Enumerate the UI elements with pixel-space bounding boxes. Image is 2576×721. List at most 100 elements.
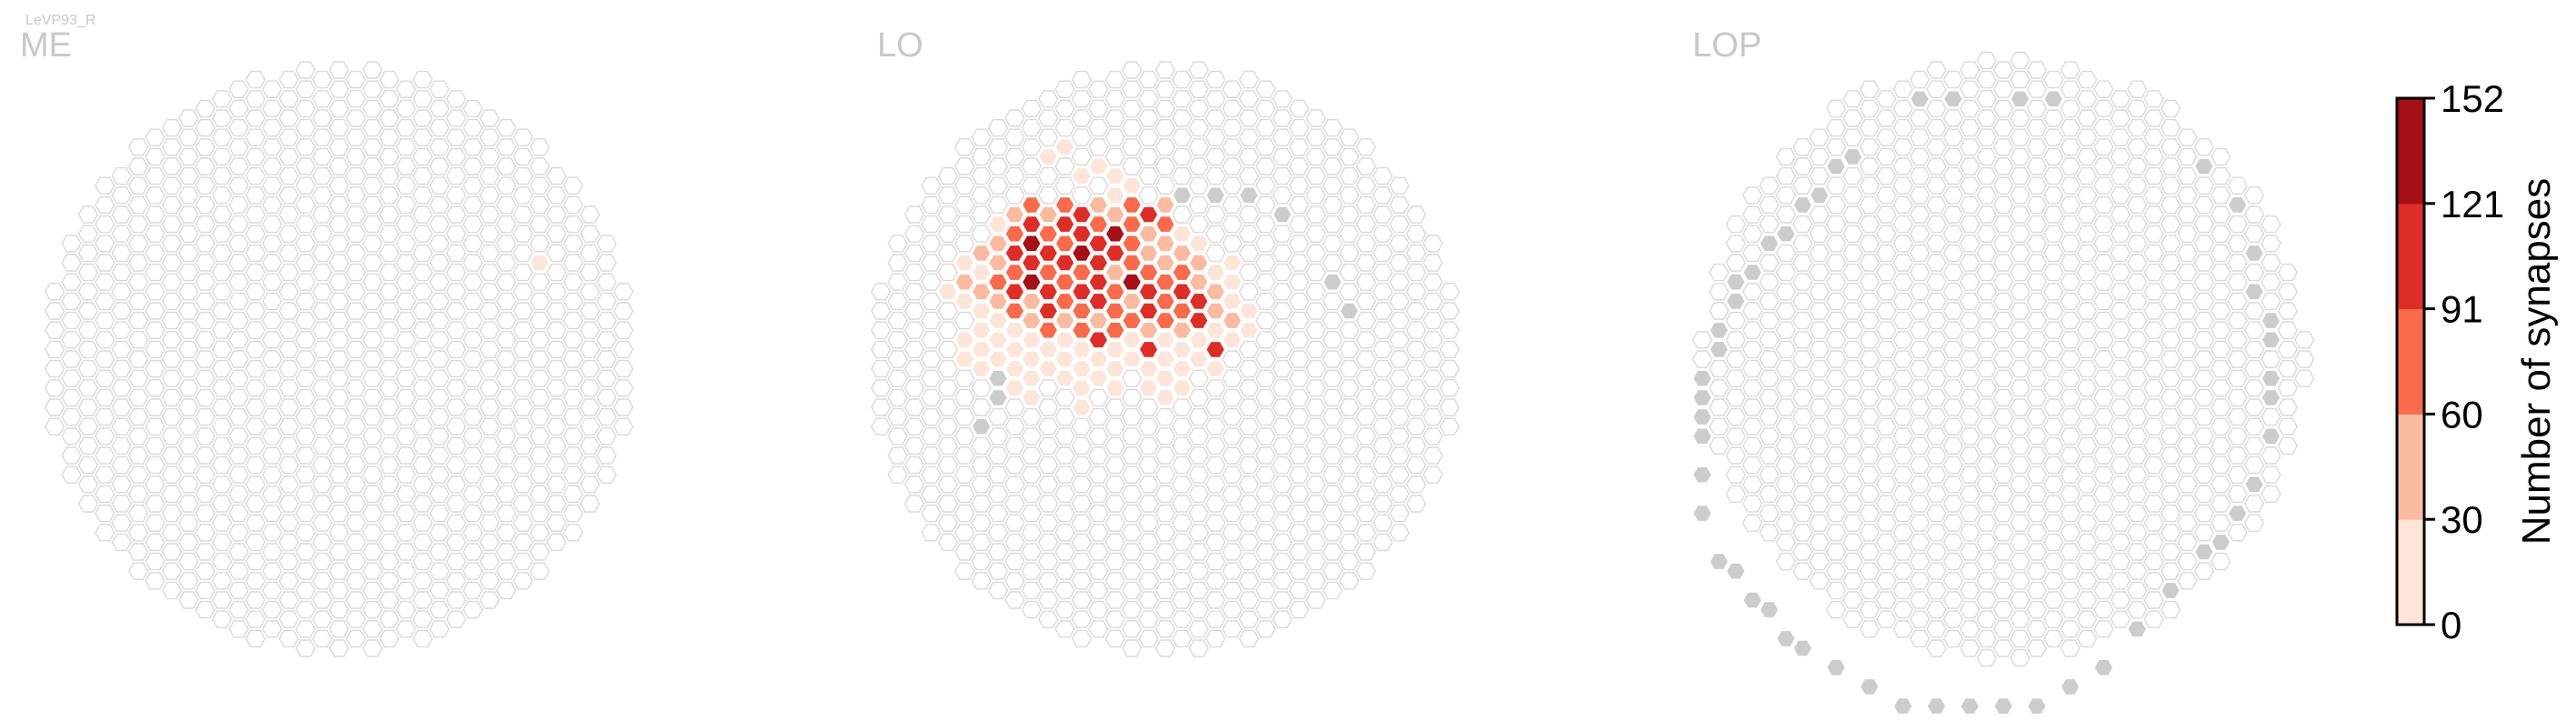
hex-cell-empty: [395, 157, 416, 175]
hex-cell-empty: [1339, 514, 1360, 532]
hex-cell-empty: [1305, 417, 1326, 436]
hex-cell-empty: [2277, 398, 2299, 416]
hex-cell-empty: [1222, 543, 1243, 561]
hex-cell-empty: [1355, 331, 1377, 349]
hex-cell-empty: [2010, 302, 2031, 320]
hex-cell-grey: [1775, 225, 1797, 243]
hex-cell-empty: [1172, 629, 1193, 648]
hex-cell-empty: [2126, 157, 2148, 175]
hex-cell-empty: [195, 292, 216, 311]
hex-cell-empty: [2093, 350, 2114, 368]
hex-cell-empty: [579, 417, 601, 436]
hex-cell-empty: [479, 572, 500, 590]
hex-cell-empty: [2177, 379, 2198, 397]
hex-cell-empty: [1188, 138, 1210, 156]
colorbar-segment: [2397, 203, 2424, 310]
hex-cell-empty: [1825, 543, 1847, 561]
hex-cell-grey: [1792, 639, 1813, 657]
hex-cell-empty: [228, 427, 249, 446]
hex-cell-empty: [495, 292, 517, 311]
hex-cell-empty: [1439, 283, 1461, 301]
hex-cell-empty: [2126, 562, 2148, 580]
hex-cell-empty: [1071, 533, 1093, 552]
hex-cell-value: [1121, 350, 1143, 368]
hex-cell-empty: [1742, 359, 1763, 378]
hex-cell-empty: [445, 591, 467, 609]
hex-cell-empty: [1238, 109, 1260, 127]
hex-cell-empty: [904, 359, 925, 378]
hex-cell-empty: [345, 591, 366, 609]
hex-cell-empty: [1439, 379, 1461, 397]
hex-cell-empty: [362, 273, 384, 291]
hex-cell-empty: [462, 427, 484, 446]
hex-cell-empty: [1355, 369, 1377, 387]
hex-cell-empty: [1926, 311, 1947, 330]
hex-cell-empty: [2076, 166, 2098, 185]
hex-cell-value: [1004, 244, 1025, 263]
hex-cell-empty: [1104, 476, 1126, 494]
hex-cell-empty: [1088, 485, 1109, 504]
hex-cell-empty: [328, 157, 350, 175]
hex-cell-empty: [1054, 466, 1075, 484]
hex-cell-empty: [395, 138, 416, 156]
hex-cell-empty: [345, 514, 366, 532]
hex-cell-empty: [1759, 369, 1780, 387]
hex-cell-empty: [954, 311, 975, 330]
hex-cell-empty: [1154, 485, 1176, 504]
hex-cell-empty: [278, 225, 300, 243]
hex-cell-empty: [95, 254, 115, 272]
hex-cell-empty: [937, 321, 959, 339]
hex-cell-empty: [1204, 514, 1226, 532]
hex-cell-empty: [529, 504, 551, 523]
hex-cell-empty: [2093, 80, 2114, 98]
hex-cell-empty: [1154, 600, 1176, 619]
hex-cell-empty: [1138, 436, 1159, 456]
hex-cell-empty: [328, 446, 350, 465]
hex-cell-empty: [1892, 99, 1913, 118]
hex-cell-empty: [2026, 118, 2048, 137]
hex-cell-empty: [529, 176, 551, 195]
hex-cell-empty: [111, 225, 133, 243]
hex-cell-empty: [971, 456, 992, 475]
hex-cell-empty: [1423, 235, 1443, 253]
hex-cell-empty: [245, 514, 266, 532]
hex-cell-empty: [245, 359, 266, 378]
hex-cell-empty: [1389, 369, 1410, 387]
hex-cell-empty: [1322, 254, 1343, 272]
hex-cell-grey: [987, 369, 1009, 387]
hex-cell-empty: [395, 524, 416, 542]
hex-cell-empty: [1355, 388, 1377, 407]
hex-cell-empty: [2177, 514, 2198, 532]
hex-cell-empty: [1892, 562, 1913, 580]
hex-cell-empty: [395, 292, 416, 311]
hex-cell-empty: [278, 90, 300, 108]
hex-cell-empty: [2261, 446, 2281, 465]
hex-cell-value: [971, 340, 992, 359]
hex-cell-empty: [2160, 138, 2182, 156]
hex-cell-empty: [2110, 379, 2132, 397]
hex-cell-empty: [495, 369, 517, 387]
hex-cell-empty: [178, 359, 199, 378]
hex-cell-empty: [971, 572, 992, 590]
hex-cell-value: [987, 350, 1009, 368]
hex-cell-empty: [971, 186, 992, 205]
hex-cell-empty: [870, 379, 892, 397]
hex-cell-empty: [579, 340, 601, 359]
hex-cell-grey: [1959, 696, 1981, 716]
hex-cell-empty: [295, 331, 316, 349]
hex-cell-empty: [195, 581, 216, 600]
hex-cell-empty: [1926, 138, 1947, 156]
hex-cell-empty: [1272, 476, 1293, 494]
hex-cell-empty: [445, 186, 467, 205]
hex-cell-empty: [111, 514, 133, 532]
hex-cell-empty: [563, 176, 584, 195]
hex-cell-empty: [127, 407, 149, 426]
hex-cell-empty: [462, 388, 484, 407]
hex-cell-empty: [921, 273, 942, 291]
hex-cell-empty: [95, 273, 115, 291]
hex-cell-empty: [1976, 436, 1997, 456]
hex-cell-empty: [1272, 359, 1293, 378]
hex-cell-empty: [2010, 186, 2031, 205]
hex-cell-empty: [362, 369, 384, 387]
hex-cell-empty: [1976, 51, 1997, 70]
